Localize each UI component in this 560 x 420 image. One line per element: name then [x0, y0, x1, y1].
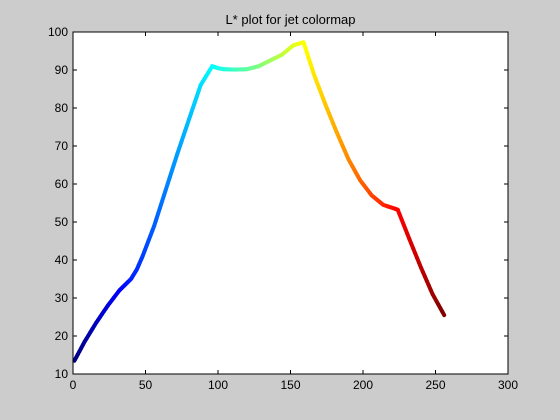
series-line-segment: [440, 309, 447, 318]
y-tick-label: 50: [55, 215, 69, 229]
x-tick-label: 300: [498, 378, 518, 392]
y-axis-ticks: 10 20 30 40 50 60 70 80 90 100: [48, 25, 508, 381]
x-axis-ticks: 0 50 100 150 200 250 300: [70, 32, 518, 392]
y-tick-label: 10: [55, 367, 69, 381]
y-tick-label: 20: [55, 329, 69, 343]
chart-title: L* plot for jet colormap: [225, 12, 355, 27]
y-tick-label: 70: [55, 139, 69, 153]
y-tick-label: 30: [55, 291, 69, 305]
plot-area: [73, 32, 508, 374]
series-line: [72, 40, 447, 363]
y-tick-label: 40: [55, 253, 69, 267]
y-tick-label: 80: [55, 101, 69, 115]
y-tick-label: 100: [48, 25, 68, 39]
x-tick-label: 200: [353, 378, 373, 392]
x-tick-label: 50: [139, 378, 153, 392]
x-tick-label: 100: [208, 378, 228, 392]
x-tick-label: 0: [70, 378, 77, 392]
x-tick-label: 250: [425, 378, 445, 392]
x-tick-label: 150: [280, 378, 300, 392]
y-tick-label: 60: [55, 177, 69, 191]
y-tick-label: 90: [55, 63, 69, 77]
